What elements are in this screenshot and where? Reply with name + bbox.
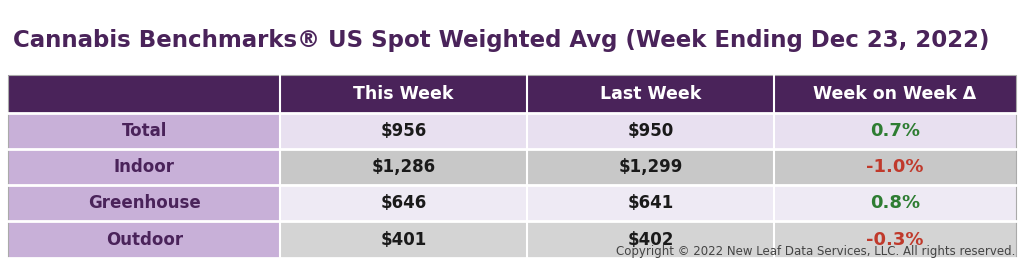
Text: $646: $646 [381, 194, 427, 212]
Text: Week on Week Δ: Week on Week Δ [813, 85, 977, 103]
Text: $956: $956 [381, 122, 427, 140]
Text: Cannabis Benchmarks® US Spot Weighted Avg (Week Ending Dec 23, 2022): Cannabis Benchmarks® US Spot Weighted Av… [13, 29, 990, 52]
Bar [8, 113, 281, 149]
Text: $641: $641 [628, 194, 674, 212]
Text: $950: $950 [628, 122, 674, 140]
Text: -0.3%: -0.3% [866, 231, 924, 249]
Bar [774, 113, 1016, 149]
Bar [8, 149, 281, 185]
Bar [8, 185, 281, 221]
Bar [281, 185, 527, 221]
Bar [774, 185, 1016, 221]
Text: -1.0%: -1.0% [866, 158, 924, 176]
Text: $1,286: $1,286 [372, 158, 436, 176]
Bar [281, 149, 527, 185]
Bar [8, 221, 281, 258]
Text: Total: Total [122, 122, 167, 140]
Bar [527, 221, 774, 258]
Text: This Week: This Week [353, 85, 454, 103]
Bar [8, 75, 1016, 113]
Bar [774, 221, 1016, 258]
Bar [527, 113, 774, 149]
Text: Indoor: Indoor [114, 158, 175, 176]
Bar [281, 113, 527, 149]
Text: $1,299: $1,299 [618, 158, 683, 176]
Text: $401: $401 [381, 231, 427, 249]
Text: 0.7%: 0.7% [870, 122, 920, 140]
Bar [527, 149, 774, 185]
Text: Last Week: Last Week [600, 85, 701, 103]
Bar [774, 149, 1016, 185]
Bar [8, 75, 1016, 258]
Text: Greenhouse: Greenhouse [88, 194, 201, 212]
Bar [527, 185, 774, 221]
Text: Outdoor: Outdoor [105, 231, 182, 249]
Text: 0.8%: 0.8% [869, 194, 920, 212]
Text: $402: $402 [628, 231, 674, 249]
Bar [281, 221, 527, 258]
Text: Copyright © 2022 New Leaf Data Services, LLC. All rights reserved.: Copyright © 2022 New Leaf Data Services,… [616, 245, 1016, 258]
